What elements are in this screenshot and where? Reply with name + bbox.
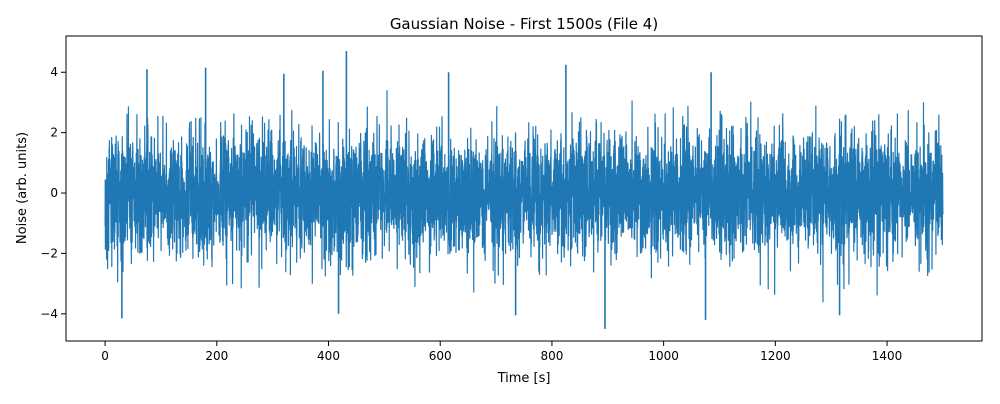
y-tick-label: 2 [50,126,58,140]
x-tick-label: 200 [205,349,228,363]
y-tick-label: 4 [50,65,58,79]
y-tick-label: 0 [50,186,58,200]
x-tick-label: 400 [317,349,340,363]
series-group [104,90,944,303]
chart-title: Gaussian Noise - First 1500s (File 4) [390,15,658,33]
x-tick-label: 1200 [760,349,791,363]
x-tick-label: 0 [101,349,109,363]
y-tick-label: −2 [40,246,58,260]
spike-group [121,51,841,329]
x-tick-label: 800 [540,349,563,363]
y-axis: −4 −2 0 2 4 [40,65,66,321]
x-axis: 0 200 400 600 800 1000 1200 1400 [101,341,902,363]
axes-frame [65,35,983,342]
x-axis-label: Time [s] [497,371,551,386]
noise-series-line [104,90,944,303]
y-tick-label: −4 [40,307,58,321]
x-tick-label: 600 [429,349,452,363]
x-tick-label: 1000 [648,349,679,363]
x-tick-label: 1400 [872,349,903,363]
y-axis-label: Noise (arb. units) [15,132,30,244]
plot-area [65,35,983,342]
